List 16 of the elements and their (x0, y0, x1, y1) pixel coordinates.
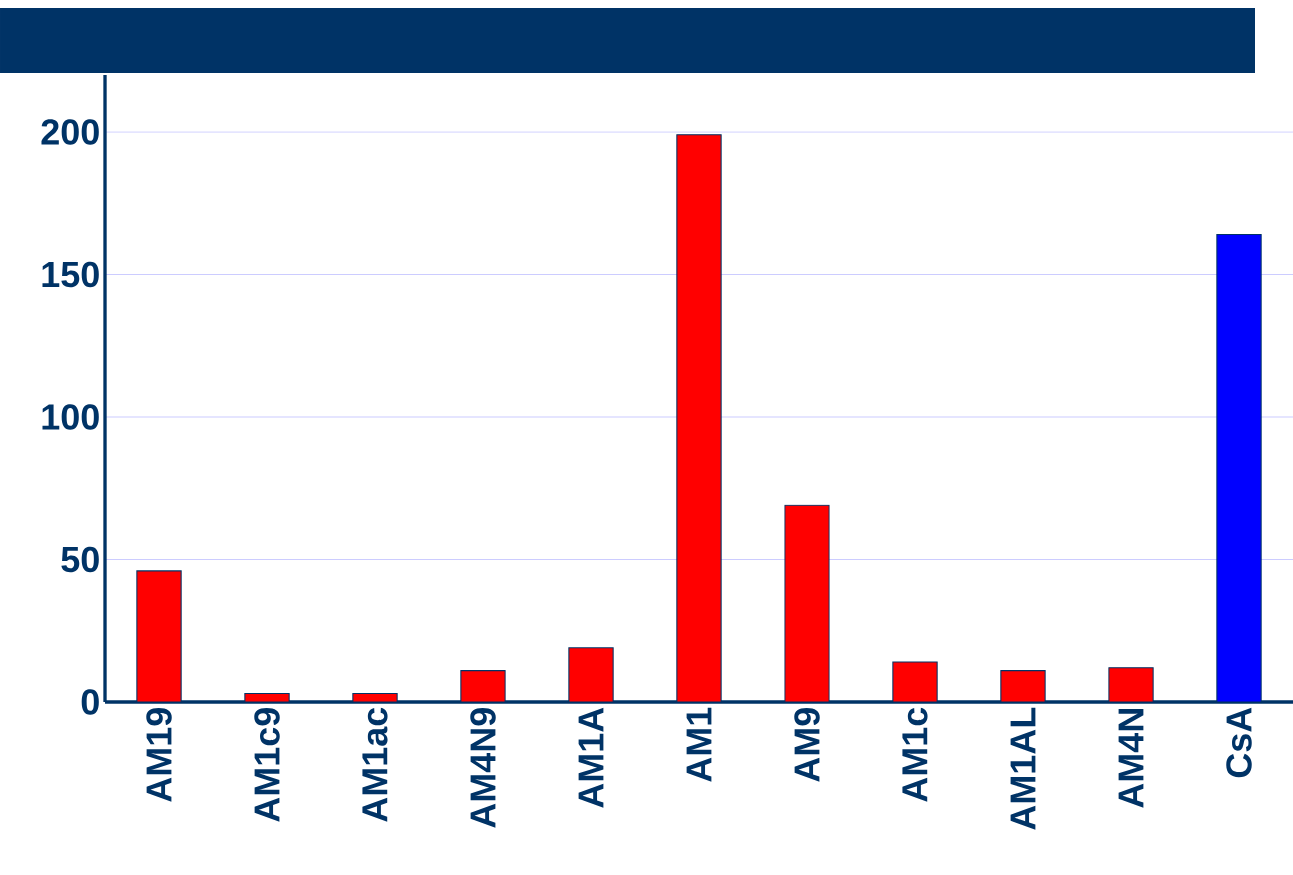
x-tick-label: AM19 (146, 708, 172, 802)
y-tick-label: 50 (61, 546, 99, 573)
x-tick-label: AM1c (902, 707, 928, 802)
x-tick-label: AM1 (686, 707, 712, 782)
x-tick-label: AM1ac (362, 707, 388, 822)
x-tick-label: AM4N (1118, 709, 1144, 808)
y-tick-label: 100 (42, 404, 99, 430)
x-tick-label: AM9 (794, 708, 820, 782)
x-tick-label: AM1A (578, 707, 604, 808)
x-tick-label: AM1AL (1010, 707, 1036, 830)
y-tick-label: 200 (41, 119, 99, 145)
y-tick-label: 150 (42, 261, 99, 288)
x-tick-label: AM1c9 (254, 708, 280, 822)
x-tick-label: AM4N9 (470, 708, 496, 828)
x-tick-label: CsA (1226, 707, 1252, 778)
y-tick-label: 0 (81, 689, 99, 715)
